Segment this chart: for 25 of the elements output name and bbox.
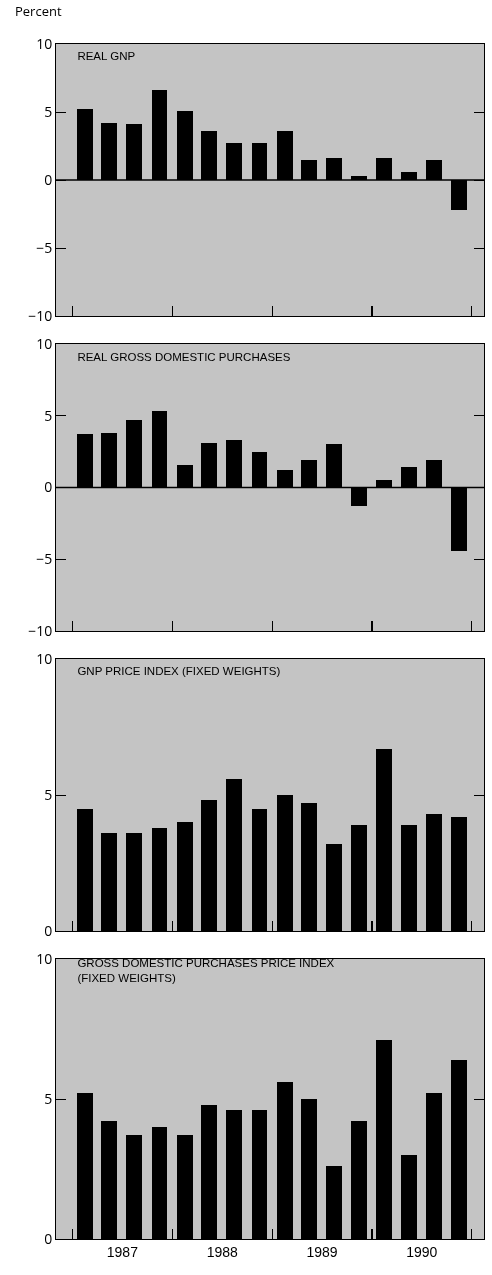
y-tick-label: 0	[44, 169, 53, 189]
y-tick-label: −10	[28, 305, 53, 325]
text: GROSS DOMESTIC PURCHASES PRICE INDEX (FIXED WEIGHTS)	[77, 957, 335, 985]
y-tick-label: 0	[44, 920, 53, 940]
x-tick-label: 1987	[106, 1243, 139, 1260]
text: REAL GNP	[77, 50, 136, 63]
text: GNP PRICE INDEX (FIXED WEIGHTS)	[77, 665, 281, 678]
y-tick-label: −5	[36, 549, 53, 569]
y-tick-label: 5	[44, 101, 53, 121]
y-tick-label: 10	[36, 648, 53, 668]
y-tick-label: −10	[28, 620, 53, 640]
y-tick-label: 10	[36, 948, 53, 968]
text: REAL GROSS DOMESTIC PURCHASES	[77, 350, 291, 363]
y-axis-title: Percent	[15, 2, 62, 20]
x-tick-label: 1989	[306, 1243, 338, 1260]
y-tick-label: 5	[44, 784, 53, 804]
y-tick-label: −5	[36, 237, 53, 257]
x-tick-label: 1988	[206, 1243, 239, 1260]
y-tick-label: 5	[44, 1088, 53, 1108]
x-tick-label: 1990	[406, 1243, 438, 1260]
y-tick-label: 10	[36, 33, 53, 53]
y-tick-label: 10	[36, 333, 53, 353]
y-tick-label: 0	[44, 477, 53, 497]
y-tick-label: 0	[44, 1228, 53, 1248]
y-tick-label: 5	[44, 405, 53, 425]
